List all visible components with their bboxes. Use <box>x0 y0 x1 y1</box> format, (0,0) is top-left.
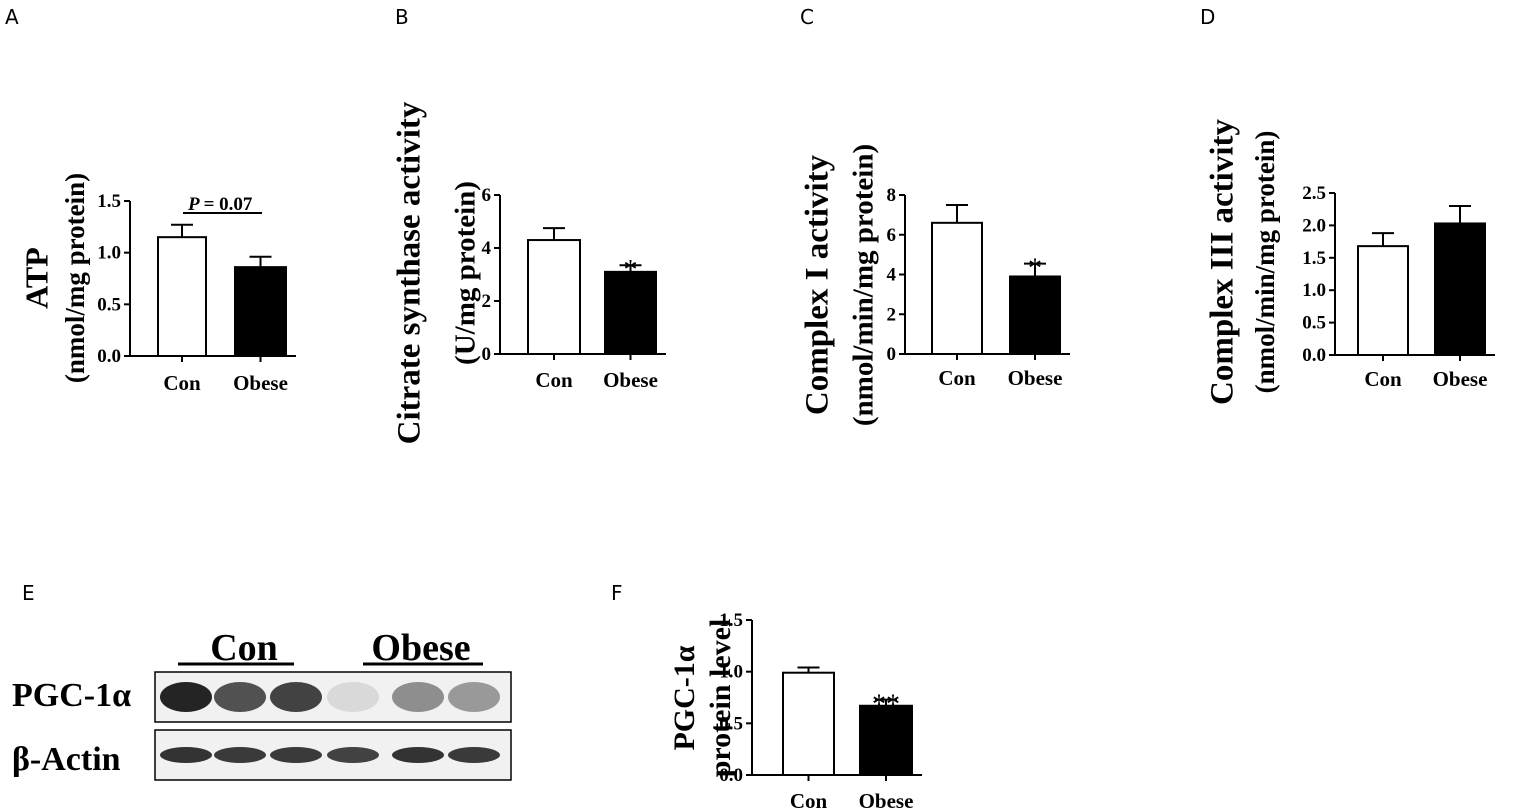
western-blot: Con Obese PGC-1α β-Actin <box>12 627 512 781</box>
y-tick-label: 0 <box>887 344 897 365</box>
y-axis-label: (nmol/min/mg protein) <box>848 144 880 426</box>
x-category-label: Con <box>535 368 573 392</box>
panel-letter-d: D <box>1200 5 1215 29</box>
blot-band <box>448 747 500 763</box>
bar-obese <box>1009 275 1061 355</box>
blot-band <box>270 747 322 763</box>
y-tick-label: 2.5 <box>1302 183 1326 204</box>
y-tick-label: 6 <box>482 185 492 206</box>
y-tick-label: 2 <box>887 304 897 325</box>
y-tick-label: 0.0 <box>1302 345 1326 366</box>
bar-con <box>931 221 983 355</box>
chart-panel-a: ATP (nmol/mg protein) 0.0 0.5 1.0 1.5 Con Obese <box>18 173 296 395</box>
blot-band <box>392 747 444 763</box>
pvalue-annotation: P = 0.07 <box>183 194 262 215</box>
panel-letter-a: A <box>5 5 19 29</box>
bar-con <box>157 236 207 358</box>
panel-letter-f: F <box>611 581 623 605</box>
y-axis-label: (nmol/mg protein) <box>60 173 90 383</box>
blot-band <box>214 682 266 712</box>
blot-band <box>327 747 379 763</box>
blot-row-label-beta-actin: β-Actin <box>12 741 121 778</box>
bar-con <box>782 671 835 777</box>
blot-band <box>392 682 444 712</box>
significance-marker: ** <box>872 690 900 721</box>
y-axis-label: PGC-1α <box>668 645 701 750</box>
bar-obese <box>604 270 657 356</box>
blot-band <box>270 682 322 712</box>
x-category-label: Obese <box>859 789 914 811</box>
bar-con <box>1357 245 1409 356</box>
y-axis-label: Citrate synthase activity <box>392 101 428 444</box>
y-axis-label: ATP <box>18 247 54 309</box>
y-tick-label: 8 <box>887 185 897 206</box>
y-tick-label: 0.0 <box>719 765 743 786</box>
y-axis-label: Complex I activity <box>800 154 836 415</box>
bar-obese <box>859 704 913 776</box>
y-tick-label: 1.0 <box>1302 280 1326 301</box>
x-category-label: Con <box>938 366 976 390</box>
y-tick-label: 0.5 <box>719 713 743 734</box>
blot-row-label-pgc1a: PGC-1α <box>12 677 131 714</box>
y-tick-label: 6 <box>887 225 897 246</box>
x-category-label: Con <box>790 789 828 811</box>
bar-con <box>527 239 581 355</box>
significance-marker: * <box>624 255 638 286</box>
y-tick-label: 2.0 <box>1302 215 1326 236</box>
y-tick-label: 0.5 <box>97 294 121 315</box>
y-tick-label: 1.5 <box>719 610 743 631</box>
y-tick-label: 2 <box>482 291 492 312</box>
y-tick-label: 4 <box>482 238 492 259</box>
x-category-label: Obese <box>1433 367 1488 391</box>
pvalue-text: P = 0.07 <box>187 194 253 215</box>
blot-band <box>160 682 212 712</box>
blot-band <box>327 682 379 712</box>
x-category-label: Obese <box>1008 366 1063 390</box>
blot-band <box>448 682 500 712</box>
y-tick-label: 0.5 <box>1302 313 1326 334</box>
y-tick-label: 1.0 <box>97 243 121 264</box>
y-axis-label: (U/mg protein) <box>450 181 482 365</box>
bar-obese <box>1434 222 1486 356</box>
x-category-label: Obese <box>233 371 288 395</box>
bar-obese <box>234 266 287 357</box>
y-tick-label: 0 <box>482 344 492 365</box>
blot-group-label-obese: Obese <box>371 627 470 669</box>
y-tick-label: 1.5 <box>1302 248 1326 269</box>
chart-panel-b: Citrate synthase activity (U/mg protein) 0… <box>392 101 666 444</box>
blot-band <box>214 747 266 763</box>
chart-panel-d: Complex III activity (nmol/min/mg protein… <box>1205 119 1495 405</box>
blot-band <box>160 747 212 763</box>
significance-marker: * <box>1028 254 1042 285</box>
panel-letter-c: C <box>800 5 814 29</box>
blot-group-label-con: Con <box>210 627 278 669</box>
y-axis-label: Complex III activity <box>1205 119 1241 405</box>
y-tick-label: 1.0 <box>719 662 743 683</box>
panel-letter-e: E <box>22 581 35 605</box>
x-category-label: Con <box>1364 367 1402 391</box>
y-axis-label: protein level <box>704 619 737 778</box>
y-tick-label: 4 <box>887 265 897 286</box>
chart-panel-c: Complex I activity (nmol/min/mg protein) 0… <box>800 144 1070 426</box>
y-tick-label: 0.0 <box>97 346 121 367</box>
y-tick-label: 1.5 <box>97 191 121 212</box>
panel-letter-b: B <box>395 5 409 29</box>
x-category-label: Obese <box>603 368 658 392</box>
x-category-label: Con <box>163 371 201 395</box>
y-axis-label: (nmol/min/mg protein) <box>1250 131 1280 394</box>
